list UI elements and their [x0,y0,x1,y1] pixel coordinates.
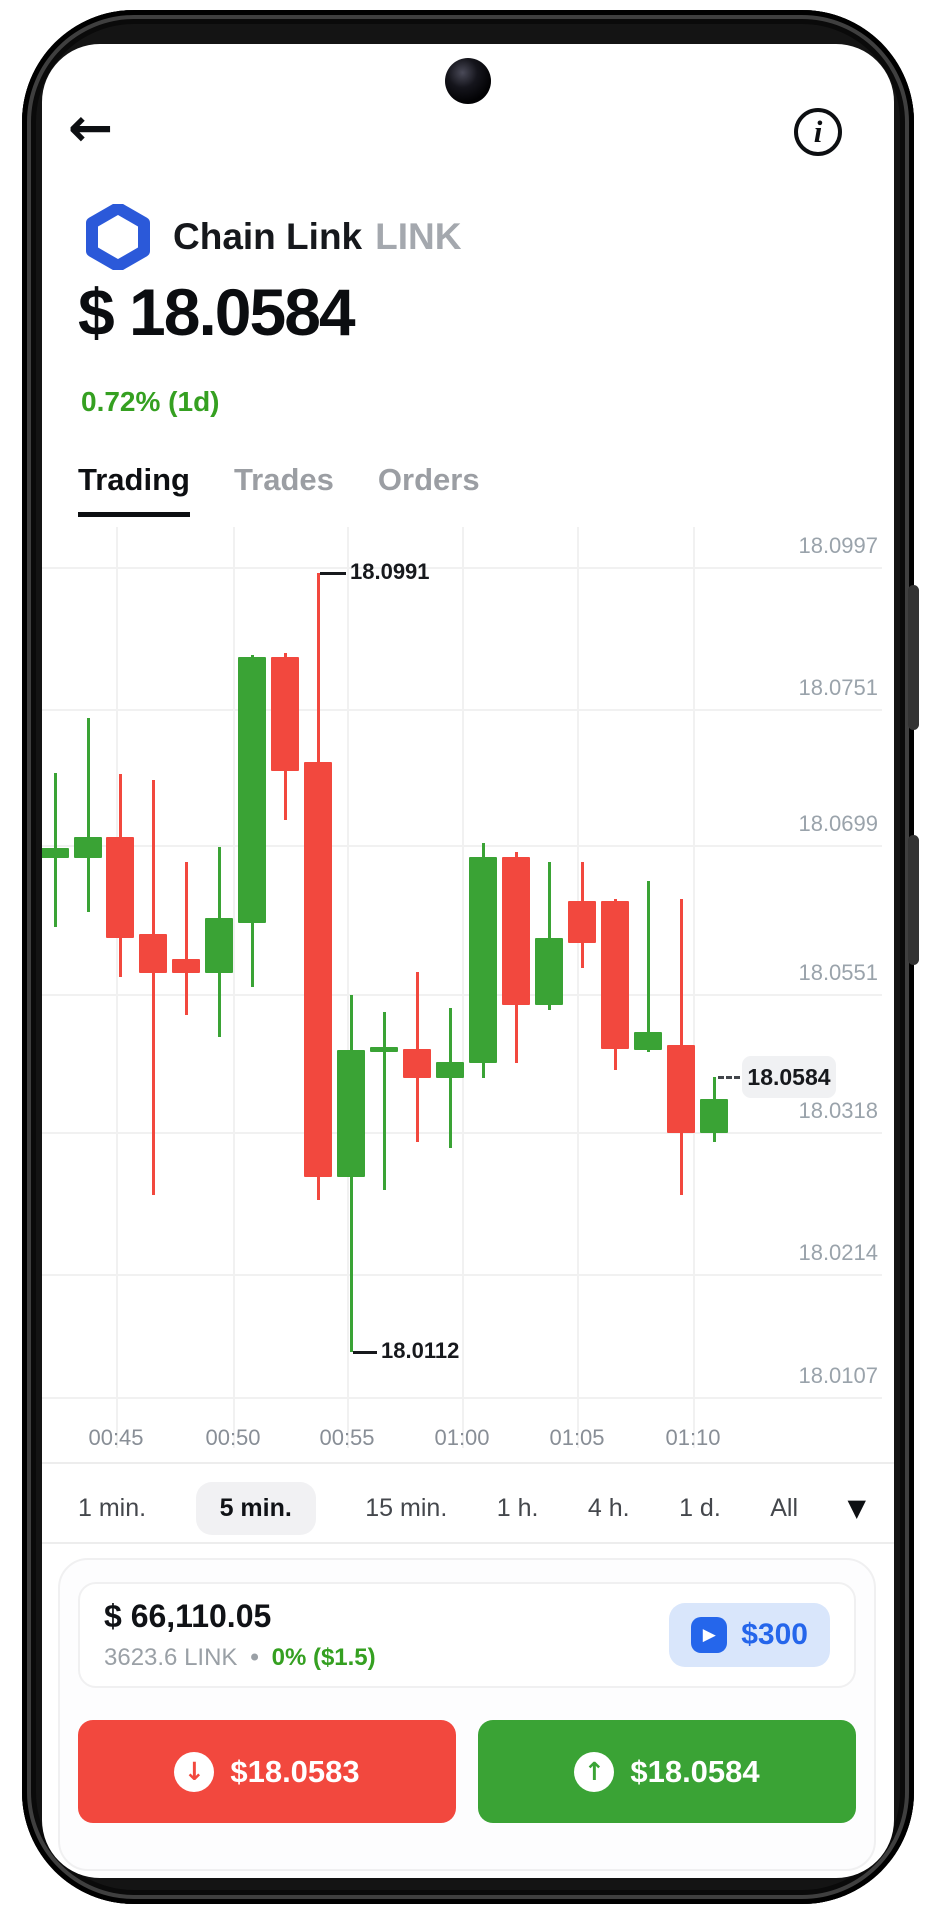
candle-body [700,1099,728,1133]
down-arrow-icon: ↓ [174,1751,215,1792]
account-summary: $ 66,110.05 3623.6 LINK • 0% ($1.5) ▶ $3… [78,1582,856,1688]
candle-body [42,848,69,858]
up-arrow-icon: ↑ [574,1751,615,1792]
candle-body [205,918,233,973]
app-screen: ← i Chain Link LINK $ 18.0584 0.72% (1d)… [42,44,894,1878]
x-axis-tick: 01:10 [665,1425,721,1450]
account-balance: $ 66,110.05 [104,1598,272,1634]
y-axis-tick: 18.0318 [798,1098,878,1123]
y-axis-tick: 18.0751 [798,675,878,700]
interval-option-1h[interactable]: 1 h. [496,1493,539,1522]
sell-price: $18.0583 [230,1753,360,1789]
y-axis-tick: 18.0107 [798,1363,878,1388]
v-gridline [116,527,118,1448]
candle-body [667,1045,695,1133]
sell-button[interactable]: ↓ $18.0583 [78,1720,456,1823]
candle-wick [646,881,650,1052]
chainlink-logo-icon [86,204,150,270]
y-axis-tick: 18.0551 [798,960,878,985]
asset-header: Chain Link LINK [85,204,461,270]
bonus-chip-button[interactable]: ▶ $300 [669,1603,830,1667]
chevron-down-icon[interactable]: ▼ [847,1494,866,1522]
interval-option-1min[interactable]: 1 min. [78,1493,147,1522]
candle-body [271,657,299,771]
candle-body [436,1062,464,1078]
candle-body [469,857,497,1063]
v-gridline [347,527,349,1448]
candle-body [403,1049,431,1078]
back-arrow-icon[interactable]: ← [68,96,114,159]
account-day-change: 0% ($1.5) [271,1644,376,1671]
candle-body [535,938,563,1005]
x-axis-tick: 01:00 [434,1425,490,1450]
v-gridline [577,527,579,1448]
candle-body [337,1050,365,1177]
volume-button[interactable] [908,585,919,730]
y-axis-tick: 18.0214 [798,1240,878,1265]
interval-option-5min[interactable]: 5 min. [195,1481,316,1535]
candle-body [172,959,200,973]
x-axis-tick: 00:45 [88,1425,144,1450]
candle-wick [151,780,155,1195]
current-price-dash-line [718,1076,740,1079]
bonus-amount: $300 [741,1618,808,1651]
asset-ticker: LINK [375,216,462,257]
v-gridline [233,527,235,1448]
current-price-badge: 18.0584 [742,1056,836,1098]
info-icon[interactable]: i [794,108,842,156]
candle-body [568,901,596,943]
candle-body [74,837,102,858]
candle-body [304,762,332,1177]
x-axis-tick: 01:05 [549,1425,605,1450]
power-button[interactable] [908,835,919,965]
high-annotation-label: 18.0991 [350,559,430,584]
candle-body [502,857,530,1005]
interval-selector: 1 min. 5 min. 15 min. 1 h. 4 h. 1 d. All ▼ [42,1474,894,1542]
high-annotation-line [320,572,346,575]
divider-line [42,1542,894,1544]
candle-body [370,1047,398,1052]
low-annotation-label: 18.0112 [381,1338,460,1363]
candle-body [238,657,266,923]
low-annotation-line [353,1351,377,1354]
phone-frame: ← i Chain Link LINK $ 18.0584 0.72% (1d)… [22,10,919,1904]
x-axis-tick: 00:50 [205,1425,261,1450]
tab-bar: Trading Trades Orders [78,462,480,517]
candle-body [139,934,167,973]
candlestick-chart[interactable]: 18.0997 18.0751 18.0699 18.0551 18.0318 18.02… [42,44,894,1878]
buy-price: $18.0584 [630,1753,760,1789]
interval-option-15min[interactable]: 15 min. [365,1493,448,1522]
interval-option-1d[interactable]: 1 d. [679,1493,721,1522]
interval-option-4h[interactable]: 4 h. [587,1493,630,1522]
tab-trading[interactable]: Trading [78,462,190,517]
v-gridline [693,527,695,1448]
v-gridline [462,527,464,1448]
candle-body [601,901,629,1049]
interval-option-all[interactable]: All [770,1493,799,1522]
camera-punch-hole [445,58,491,104]
play-icon: ▶ [691,1617,728,1653]
candle-body [106,837,134,938]
candle-body [634,1032,662,1050]
bullet-separator: • [247,1644,262,1672]
candle-wick [448,1008,452,1148]
candle-wick [382,1012,386,1190]
y-axis-tick: 18.0997 [798,533,878,558]
x-axis-tick: 00:55 [319,1425,375,1450]
asset-price: $ 18.0584 [78,275,356,349]
price-change: 0.72% (1d) [81,386,220,417]
account-holdings: 3623.6 LINK [104,1644,238,1671]
tab-orders[interactable]: Orders [377,462,480,497]
candle-wick [184,862,188,1015]
divider-line [42,1462,894,1464]
candle-wick [547,862,551,1010]
y-axis-tick: 18.0699 [798,811,878,836]
asset-name: Chain Link [173,216,363,257]
candle-wick [86,718,90,912]
trade-panel: $ 66,110.05 3623.6 LINK • 0% ($1.5) ▶ $3… [58,1558,876,1871]
buy-button[interactable]: ↑ $18.0584 [478,1720,856,1823]
tab-trades[interactable]: Trades [233,462,334,497]
